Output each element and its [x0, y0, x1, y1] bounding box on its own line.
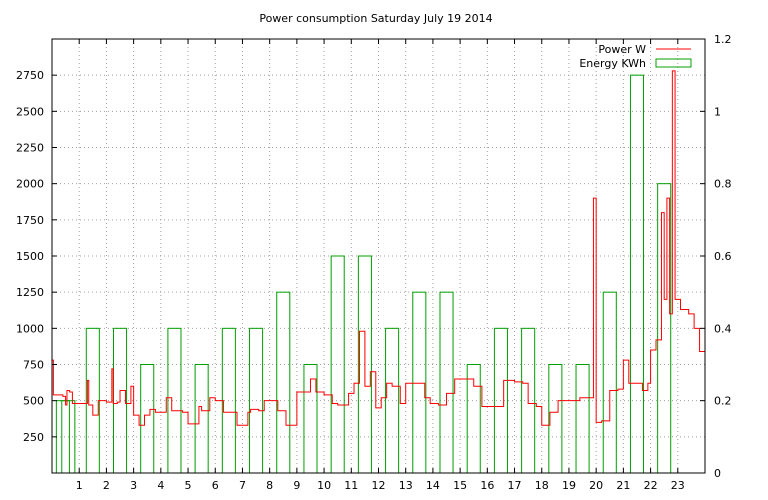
- y-right-tick-label: 0: [714, 467, 721, 480]
- chart-title: Power consumption Saturday July 19 2014: [259, 12, 492, 25]
- x-tick-label: 5: [185, 479, 192, 492]
- y-left-tick-label: 2750: [16, 69, 44, 82]
- x-tick-label: 18: [535, 479, 549, 492]
- x-tick-label: 1: [76, 479, 83, 492]
- x-tick-label: 14: [426, 479, 440, 492]
- x-tick-label: 17: [508, 479, 522, 492]
- legend-label-energy: Energy KWh: [579, 57, 646, 70]
- x-tick-label: 13: [399, 479, 413, 492]
- y-left-tick-label: 250: [23, 431, 44, 444]
- y-left-tick-label: 500: [23, 395, 44, 408]
- x-tick-label: 21: [616, 479, 630, 492]
- legend-swatch-energy: [655, 58, 692, 68]
- y-left-tick-label: 1500: [16, 250, 44, 263]
- y-right-tick-label: 0.4: [714, 322, 732, 335]
- y-left-tick-label: 1750: [16, 214, 44, 227]
- y-left-tick-label: 2000: [16, 178, 44, 191]
- x-tick-label: 16: [480, 479, 494, 492]
- power-line: [52, 70, 706, 426]
- y-left-tick-label: 2250: [16, 142, 44, 155]
- axes-ticks: 1 2 3 4 5 6 7 8 9 10 11 12 13 14 15 16 17 18 19 20 21 22 23250…: [16, 33, 732, 492]
- x-tick-label: 2: [103, 479, 110, 492]
- x-tick-label: 8: [266, 479, 273, 492]
- x-tick-label: 19: [562, 479, 576, 492]
- y-left-tick-label: 1250: [16, 286, 44, 299]
- x-tick-label: 22: [644, 479, 658, 492]
- legend-label-power: Power W: [598, 43, 646, 56]
- y-left-tick-label: 750: [23, 359, 44, 372]
- x-tick-label: 12: [372, 479, 386, 492]
- power-series: [52, 70, 706, 426]
- x-tick-label: 4: [157, 479, 164, 492]
- x-tick-label: 15: [453, 479, 467, 492]
- y-right-tick-label: 1.2: [714, 33, 732, 46]
- y-left-tick-label: 1000: [16, 322, 44, 335]
- x-tick-label: 3: [130, 479, 137, 492]
- x-tick-label: 20: [589, 479, 603, 492]
- x-tick-label: 6: [212, 479, 219, 492]
- y-right-tick-label: 0.8: [714, 178, 732, 191]
- x-tick-label: 23: [671, 479, 685, 492]
- y-right-tick-label: 0.2: [714, 395, 732, 408]
- y-left-tick-label: 2500: [16, 105, 44, 118]
- y-right-tick-label: 1: [714, 105, 721, 118]
- x-tick-label: 10: [317, 479, 331, 492]
- x-tick-label: 7: [239, 479, 246, 492]
- x-tick-label: 11: [344, 479, 358, 492]
- x-tick-label: 9: [293, 479, 300, 492]
- y-right-tick-label: 0.6: [714, 250, 732, 263]
